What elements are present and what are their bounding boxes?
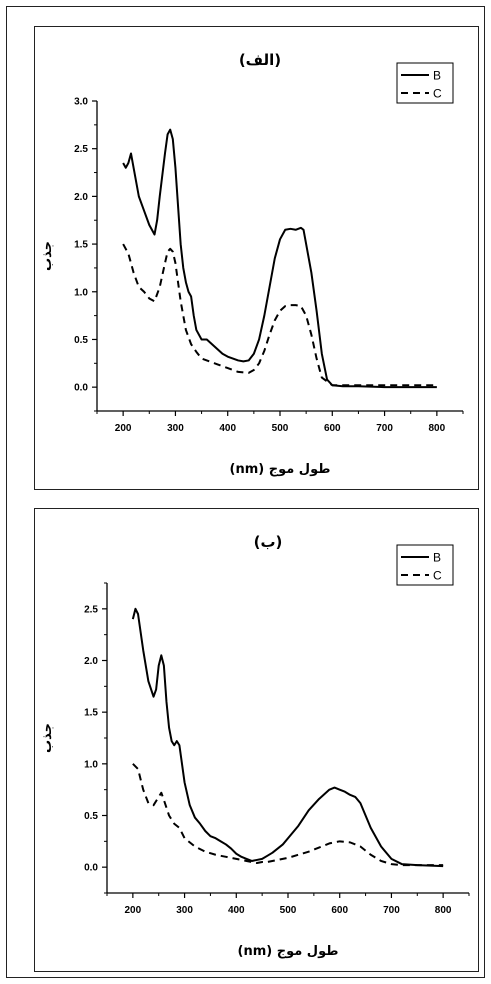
chart-1-x-tick-label: 500 xyxy=(280,905,297,916)
chart-0-y-tick-label: 3.0 xyxy=(74,97,88,108)
chart-a-svg: 200 300 400 500 600 700 800 0.0 0.5 1.0 1.5 2.0 2.5 3… xyxy=(40,51,464,477)
chart-1-x-tick-label: 700 xyxy=(383,905,400,916)
chart-0-legend-box xyxy=(396,62,454,104)
chart-0-series-B-line xyxy=(122,128,437,389)
chart-1-legend-box xyxy=(396,544,454,586)
chart-0-x-tick-label: 500 xyxy=(272,423,289,434)
chart-0-y-tick-label: 2.0 xyxy=(74,192,88,203)
chart-0-series-C-line xyxy=(122,243,437,387)
chart-0-legend-label-C: C xyxy=(433,87,442,101)
chart-0-x-tick-label: 400 xyxy=(219,423,236,434)
chart-0-x-tick-label: 200 xyxy=(115,423,132,434)
chart-0-y-tick-label: 0.0 xyxy=(74,383,88,394)
chart-1-x-tick-label: 600 xyxy=(331,905,348,916)
chart-1-legend-label-B: B xyxy=(433,551,441,565)
chart-1-y-tick-label: 1.0 xyxy=(84,759,98,770)
chart-1-series-B-line xyxy=(131,607,444,868)
chart-1-y-axis-title: جذب xyxy=(40,723,55,753)
chart-1-title: (ب) xyxy=(254,533,283,551)
chart-1-series-C-line xyxy=(132,763,444,867)
chart-0-x-tick-label: 300 xyxy=(167,423,184,434)
chart-1-y-tick-label: 2.0 xyxy=(84,656,98,667)
chart-0-y-tick-label: 0.5 xyxy=(74,335,88,346)
chart-0-x-tick-label: 800 xyxy=(429,423,446,434)
chart-1-x-tick-label: 300 xyxy=(176,905,193,916)
chart-panel-b: 200 300 400 500 600 700 800 0.0 0.5 1.0 1.5 2.0 2.5 B… xyxy=(34,508,479,972)
chart-0-y-axis-title: جذب xyxy=(40,241,55,271)
chart-b-svg: 200 300 400 500 600 700 800 0.0 0.5 1.0 1.5 2.0 2.5 B… xyxy=(40,533,470,959)
chart-0-y-tick-label: 1.5 xyxy=(74,240,88,251)
chart-0-x-tick-label: 700 xyxy=(376,423,393,434)
chart-1-x-tick-label: 800 xyxy=(435,905,452,916)
chart-1-x-tick-label: 200 xyxy=(125,905,142,916)
chart-0-y-tick-label: 1.0 xyxy=(74,287,88,298)
chart-0-y-tick-label: 2.5 xyxy=(74,144,88,155)
chart-0-x-tick-label: 600 xyxy=(324,423,341,434)
chart-1-y-tick-label: 1.5 xyxy=(84,708,98,719)
chart-1-x-axis-title: طول موج (nm) xyxy=(237,944,338,959)
chart-1-y-tick-label: 2.5 xyxy=(84,604,98,615)
figure-frame xyxy=(6,6,485,978)
chart-1-y-tick-label: 0.0 xyxy=(84,863,98,874)
chart-0-legend-label-B: B xyxy=(433,69,441,83)
chart-1-x-tick-label: 400 xyxy=(228,905,245,916)
chart-0-title: (الف) xyxy=(239,51,281,69)
chart-panel-a: 200 300 400 500 600 700 800 0.0 0.5 1.0 1.5 2.0 2.5 3… xyxy=(34,26,479,490)
chart-1-y-tick-label: 0.5 xyxy=(84,811,98,822)
chart-1-legend-label-C: C xyxy=(433,569,442,583)
chart-0-x-axis-title: طول موج (nm) xyxy=(229,462,330,477)
